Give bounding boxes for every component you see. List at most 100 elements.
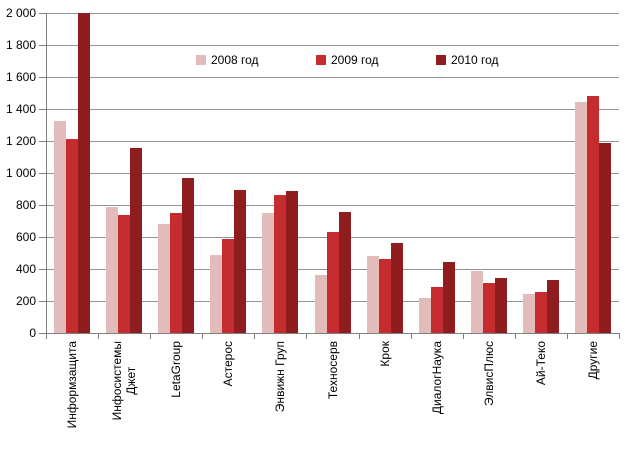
x-axis-tick (150, 333, 151, 339)
x-category-label: Техносерв (326, 341, 340, 441)
x-axis-line (39, 333, 619, 334)
x-axis-tick (619, 333, 620, 339)
bar-2008-cat1 (106, 207, 118, 333)
bar-2008-cat7 (419, 298, 431, 333)
x-category-label-text: Инфосистемы Джет (110, 341, 138, 421)
legend-swatch-icon (196, 55, 206, 65)
x-axis-tick (411, 333, 412, 339)
bar-2010-cat7 (443, 262, 455, 333)
y-axis-tick (39, 45, 46, 46)
x-category-label-text: LetaGroup (169, 341, 183, 398)
x-category-label: Информзащита (65, 341, 79, 441)
y-axis-tick (39, 301, 46, 302)
bar-2008-cat4 (262, 213, 274, 333)
legend-label: 2010 год (451, 53, 499, 67)
bar-2009-cat9 (535, 292, 547, 333)
bar-2008-cat6 (367, 256, 379, 333)
legend-item-2010: 2010 год (436, 53, 499, 67)
bar-2008-cat3 (210, 255, 222, 333)
x-category-label: Крок (378, 341, 392, 441)
x-category-label-text: Астерос (221, 341, 235, 387)
x-axis-tick (306, 333, 307, 339)
gridline (46, 141, 619, 142)
gridline (46, 173, 619, 174)
bar-2010-cat0 (78, 13, 90, 333)
bar-2009-cat4 (274, 195, 286, 333)
x-category-label: ДиалогНаука (430, 341, 444, 441)
bar-2010-cat4 (286, 191, 298, 333)
gridline (46, 13, 619, 14)
x-category-label: ЭлвисПлюс (482, 341, 496, 441)
x-category-label: Энвижн Груп (273, 341, 287, 441)
legend-item-2009: 2009 год (316, 53, 379, 67)
bar-2009-cat3 (222, 239, 234, 333)
bar-2009-cat1 (118, 215, 130, 333)
gridline (46, 205, 619, 206)
y-axis-tick (39, 109, 46, 110)
y-tick-label: 1 400 (5, 102, 36, 116)
legend-swatch-icon (436, 55, 446, 65)
y-tick-label: 800 (15, 198, 36, 212)
y-tick-label: 400 (15, 262, 36, 276)
x-category-label: Инфосистемы Джет (110, 341, 138, 441)
y-axis-tick (39, 237, 46, 238)
y-tick-label: 1 600 (5, 70, 36, 84)
bar-2008-cat0 (54, 121, 66, 333)
bar-2009-cat5 (327, 232, 339, 333)
x-axis-tick (254, 333, 255, 339)
x-axis-tick (98, 333, 99, 339)
y-tick-label: 600 (15, 230, 36, 244)
bar-2010-cat9 (547, 280, 559, 333)
bar-2008-cat10 (575, 102, 587, 333)
x-category-label: Другие (586, 341, 600, 441)
x-category-label: Астерос (221, 341, 235, 441)
gridline (46, 77, 619, 78)
gridline (46, 109, 619, 110)
x-axis-tick (463, 333, 464, 339)
bar-2010-cat6 (391, 243, 403, 333)
y-tick-label: 1 200 (5, 134, 36, 148)
x-axis-tick (359, 333, 360, 339)
bar-2010-cat1 (130, 148, 142, 333)
gridline (46, 45, 619, 46)
bar-2008-cat5 (315, 275, 327, 333)
y-axis-tick (39, 269, 46, 270)
x-category-label-text: Энвижн Груп (273, 341, 287, 413)
y-axis-line (46, 13, 47, 334)
x-category-label-text: Другие (586, 341, 600, 380)
x-category-label-text: ДиалогНаука (430, 341, 444, 415)
bar-2009-cat8 (483, 283, 495, 333)
x-category-label: LetaGroup (169, 341, 183, 441)
y-tick-label: 200 (15, 294, 36, 308)
bar-2010-cat5 (339, 212, 351, 333)
x-category-label-text: Ай-Теко (534, 341, 548, 386)
legend-label: 2009 год (331, 53, 379, 67)
bar-2010-cat10 (599, 143, 611, 333)
bar-2009-cat7 (431, 287, 443, 333)
bar-2009-cat2 (170, 213, 182, 333)
bar-2008-cat2 (158, 224, 170, 333)
bar-2008-cat9 (523, 294, 535, 333)
y-tick-label: 1 000 (5, 166, 36, 180)
x-axis-tick (46, 333, 47, 339)
y-tick-label: 0 (29, 326, 36, 340)
legend-label: 2008 год (211, 53, 259, 67)
legend-swatch-icon (316, 55, 326, 65)
bar-2010-cat2 (182, 178, 194, 333)
x-category-label: Ай-Теко (534, 341, 548, 441)
y-axis-tick (39, 173, 46, 174)
bar-2009-cat6 (379, 259, 391, 333)
bar-2010-cat8 (495, 278, 507, 333)
y-tick-label: 1 800 (5, 38, 36, 52)
x-axis-tick (567, 333, 568, 339)
y-axis-tick (39, 141, 46, 142)
x-category-label-text: Информзащита (65, 341, 79, 429)
y-tick-label: 2 000 (5, 6, 36, 20)
x-category-label-text: ЭлвисПлюс (482, 341, 496, 406)
x-axis-tick (515, 333, 516, 339)
x-axis-tick (202, 333, 203, 339)
y-axis-tick (39, 13, 46, 14)
y-axis-tick (39, 77, 46, 78)
bar-2009-cat0 (66, 139, 78, 333)
